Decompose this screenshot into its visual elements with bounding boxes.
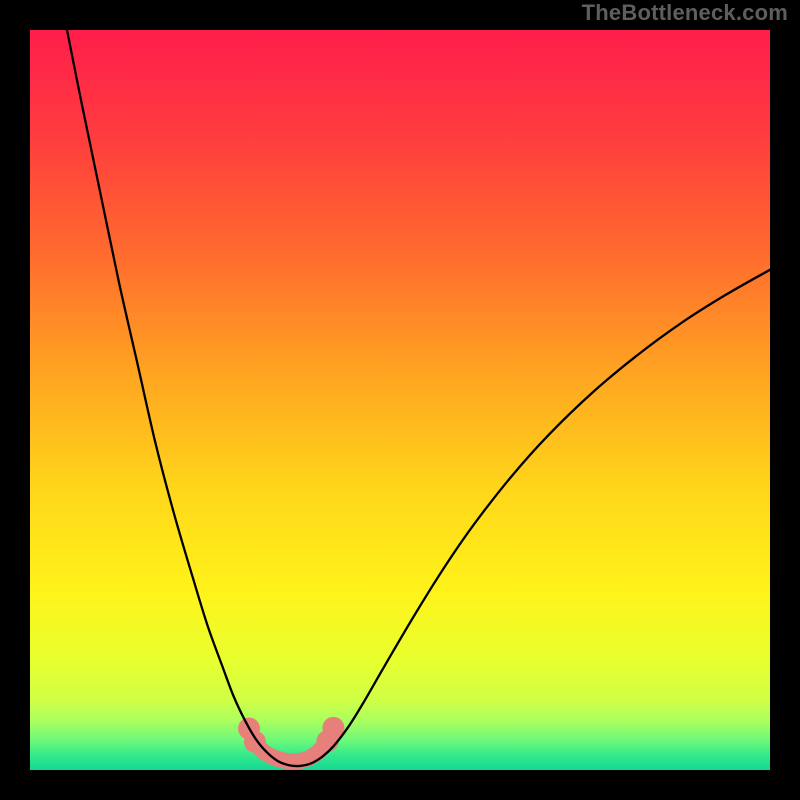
chart-frame: TheBottleneck.com xyxy=(0,0,800,800)
gradient-background xyxy=(30,30,770,770)
bottleneck-curve-chart xyxy=(0,0,800,800)
